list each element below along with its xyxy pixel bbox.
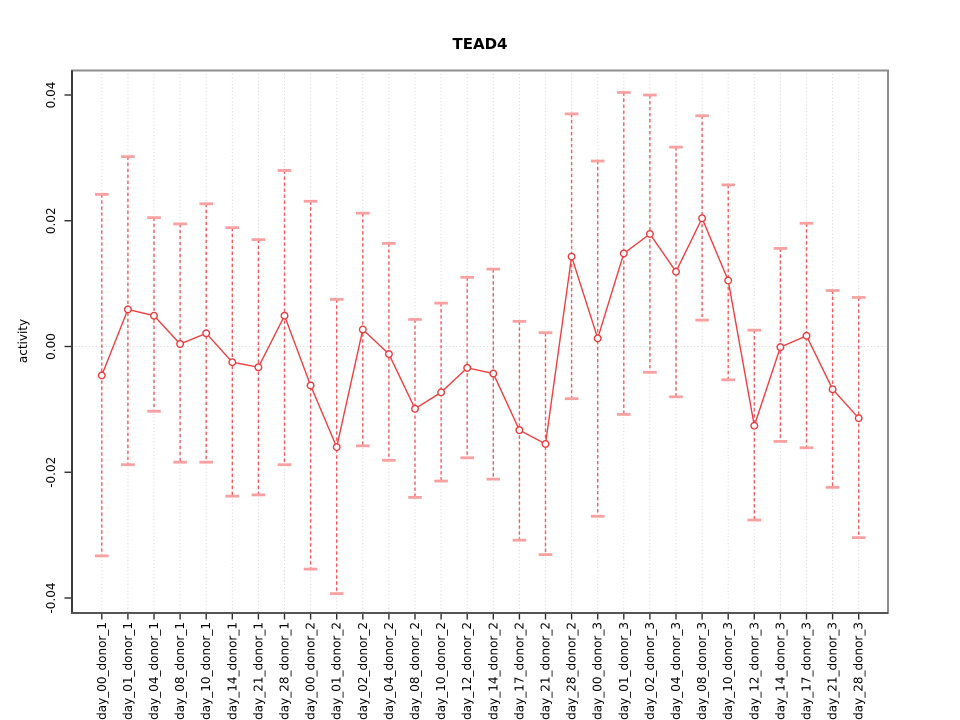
y-tick-label: 0.02 (44, 207, 58, 234)
data-point (672, 267, 681, 276)
data-point (358, 325, 367, 334)
data-point (463, 363, 472, 372)
data-point (828, 385, 837, 394)
plot-area: 0.04 0.02 0.00 -0.02 -0.04 day_00_donor_1 day_… (44, 69, 889, 720)
x-tick-label: day_01_donor_1 (121, 622, 135, 720)
x-tick-label: day_00_donor_2 (304, 622, 318, 720)
x-tick-label: day_04_donor_3 (669, 622, 683, 720)
data-point (202, 329, 211, 338)
data-point (619, 249, 628, 258)
data-point (489, 369, 498, 378)
x-tick-label: day_28_donor_1 (278, 622, 292, 720)
y-tick-label: -0.04 (44, 582, 58, 613)
x-tick-label: day_17_donor_2 (512, 622, 526, 720)
y-tick-label: -0.02 (44, 457, 58, 488)
x-tick-label: day_10_donor_1 (199, 622, 213, 720)
data-point (802, 331, 811, 340)
data-point (854, 414, 863, 423)
x-tick-label: day_00_donor_3 (591, 622, 605, 720)
data-point (593, 334, 602, 343)
x-tick-label: day_00_donor_1 (95, 622, 109, 720)
data-point (698, 214, 707, 223)
data-point (724, 276, 733, 285)
x-tick-label: day_10_donor_3 (721, 622, 735, 720)
data-point (541, 439, 550, 448)
data-point (149, 311, 158, 320)
x-tick-label: day_08_donor_2 (408, 622, 422, 720)
x-tick-label: day_04_donor_1 (147, 622, 161, 720)
x-tick-label: day_08_donor_3 (695, 622, 709, 720)
x-tick-label: day_12_donor_3 (747, 622, 761, 720)
data-point (384, 350, 393, 359)
data-point (176, 339, 185, 348)
x-tick-label: day_14_donor_2 (486, 622, 500, 720)
data-point (515, 426, 524, 435)
y-tick-label: 0.04 (44, 82, 58, 109)
data-point (306, 381, 315, 390)
x-tick-label: day_08_donor_1 (173, 622, 187, 720)
chart-title: TEAD4 (453, 35, 508, 53)
y-axis-title: activity (16, 319, 30, 363)
x-tick-label: day_02_donor_3 (643, 622, 657, 720)
data-point (437, 388, 446, 397)
x-tick-label: day_10_donor_2 (434, 622, 448, 720)
data-point (254, 363, 263, 372)
y-tick-label: 0.00 (44, 333, 58, 360)
data-point (411, 404, 420, 413)
data-point (750, 421, 759, 430)
data-point (332, 443, 341, 452)
data-point (123, 305, 132, 314)
x-tick-label: day_17_donor_3 (800, 622, 814, 720)
data-point (228, 358, 237, 367)
x-tick-label: day_21_donor_2 (539, 622, 553, 720)
x-tick-label: day_14_donor_3 (773, 622, 787, 720)
x-tick-label: day_12_donor_2 (460, 622, 474, 720)
series-line (101, 216, 860, 450)
x-tick-label: day_01_donor_3 (617, 622, 631, 720)
x-tick-label: day_14_donor_1 (225, 622, 239, 720)
x-tick-label: day_02_donor_2 (356, 622, 370, 720)
x-tick-label: day_21_donor_3 (826, 622, 840, 720)
plot-border (71, 69, 889, 614)
data-point (567, 252, 576, 261)
data-point (776, 343, 785, 352)
data-point (645, 229, 654, 238)
data-point (97, 371, 106, 380)
data-point (280, 311, 289, 320)
x-tick-label: day_04_donor_2 (382, 622, 396, 720)
x-tick-label: day_21_donor_1 (251, 622, 265, 720)
x-tick-label: day_01_donor_2 (330, 622, 344, 720)
x-tick-label: day_28_donor_2 (565, 622, 579, 720)
x-tick-label: day_28_donor_3 (852, 622, 866, 720)
